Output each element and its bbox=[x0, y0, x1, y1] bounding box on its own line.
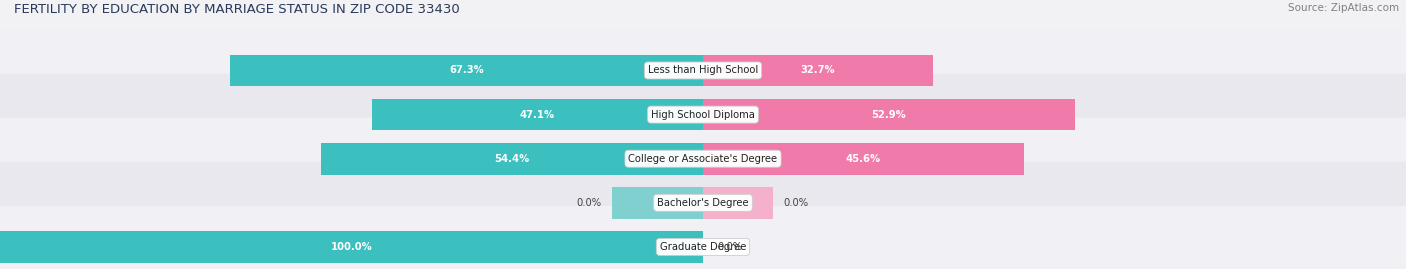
Bar bbox=[703, 99, 1074, 130]
Text: Graduate Degree: Graduate Degree bbox=[659, 242, 747, 252]
Bar bbox=[703, 143, 1024, 175]
Text: 45.6%: 45.6% bbox=[846, 154, 880, 164]
FancyBboxPatch shape bbox=[0, 73, 1406, 156]
Text: High School Diploma: High School Diploma bbox=[651, 109, 755, 120]
Bar bbox=[703, 55, 934, 86]
Bar bbox=[371, 99, 703, 130]
FancyBboxPatch shape bbox=[0, 206, 1406, 269]
Bar bbox=[703, 187, 773, 219]
Text: 0.0%: 0.0% bbox=[576, 198, 602, 208]
Bar bbox=[612, 187, 703, 219]
FancyBboxPatch shape bbox=[0, 118, 1406, 200]
Text: 54.4%: 54.4% bbox=[494, 154, 530, 164]
Bar bbox=[321, 143, 703, 175]
Text: 0.0%: 0.0% bbox=[785, 198, 808, 208]
Text: Source: ZipAtlas.com: Source: ZipAtlas.com bbox=[1288, 3, 1399, 13]
Text: College or Associate's Degree: College or Associate's Degree bbox=[628, 154, 778, 164]
Text: 100.0%: 100.0% bbox=[330, 242, 373, 252]
FancyBboxPatch shape bbox=[0, 29, 1406, 112]
Text: Bachelor's Degree: Bachelor's Degree bbox=[657, 198, 749, 208]
Text: 0.0%: 0.0% bbox=[717, 242, 742, 252]
Text: Less than High School: Less than High School bbox=[648, 65, 758, 76]
Text: 47.1%: 47.1% bbox=[520, 109, 555, 120]
Text: 32.7%: 32.7% bbox=[800, 65, 835, 76]
Text: 52.9%: 52.9% bbox=[872, 109, 907, 120]
Bar bbox=[231, 55, 703, 86]
Text: FERTILITY BY EDUCATION BY MARRIAGE STATUS IN ZIP CODE 33430: FERTILITY BY EDUCATION BY MARRIAGE STATU… bbox=[14, 3, 460, 16]
FancyBboxPatch shape bbox=[0, 162, 1406, 244]
Bar bbox=[0, 231, 703, 263]
Text: 67.3%: 67.3% bbox=[449, 65, 484, 76]
